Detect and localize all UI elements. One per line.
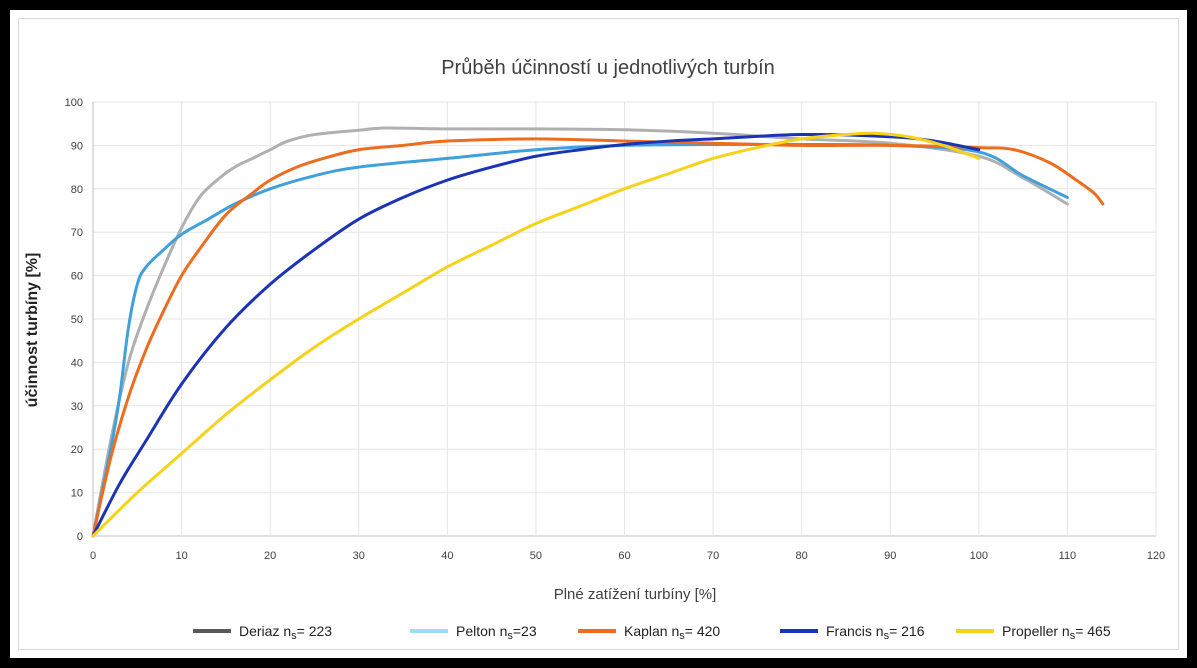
x-tick-labels: 0 10 20 30 40 50 60 70 80 90 100 110 120: [90, 550, 1165, 562]
x-tick-label: 120: [1147, 550, 1165, 562]
series-line-propeller: [91, 131, 981, 538]
chart-title: Průběh účinností u jednotlivých turbín: [441, 57, 775, 79]
series-line-francis: [91, 132, 981, 538]
x-tick-label: 0: [90, 550, 96, 562]
legend-entry-pelton: Pelton ns=23: [456, 623, 537, 642]
legend-entry-propeller: Propeller ns= 465: [1002, 623, 1111, 642]
grid-lines: [92, 101, 1157, 537]
chart-frame: Průběh účinností u jednotlivých turbín 0…: [10, 10, 1187, 658]
y-tick-label: 20: [71, 444, 83, 456]
y-tick-labels: 0 10 20 30 40 50 60 70 80 90 100: [65, 97, 83, 543]
series-lines: [91, 126, 1105, 538]
y-tick-label: 50: [71, 314, 83, 326]
legend-entry-kaplan: Kaplan ns= 420: [624, 623, 720, 642]
y-tick-label: 0: [77, 531, 83, 543]
y-tick-label: 90: [71, 140, 83, 152]
x-tick-label: 110: [1059, 550, 1077, 562]
x-tick-label: 100: [970, 550, 988, 562]
x-axis-title: Plné zatížení turbíny [%]: [554, 586, 717, 603]
x-tick-label: 20: [264, 550, 276, 562]
y-tick-label: 100: [65, 97, 83, 109]
series-line-deriaz: [91, 126, 1069, 538]
x-tick-label: 70: [707, 550, 719, 562]
x-tick-label: 90: [884, 550, 896, 562]
line-chart: Průběh účinností u jednotlivých turbín 0…: [24, 57, 1165, 642]
legend: Deriaz ns= 223 Pelton ns=23 Kaplan ns= 420…: [193, 623, 1111, 642]
y-axis-title: účinnost turbíny [%]: [24, 253, 41, 408]
y-tick-label: 30: [71, 401, 83, 413]
y-tick-label: 80: [71, 184, 83, 196]
y-tick-label: 40: [71, 357, 83, 369]
y-tick-label: 60: [71, 271, 83, 283]
x-tick-label: 80: [796, 550, 808, 562]
y-tick-label: 10: [71, 488, 83, 500]
legend-entry-deriaz: Deriaz ns= 223: [239, 623, 332, 642]
y-tick-label: 70: [71, 227, 83, 239]
x-tick-label: 10: [175, 550, 187, 562]
series-line-kaplan: [91, 137, 1105, 538]
x-tick-label: 60: [618, 550, 630, 562]
x-tick-label: 30: [353, 550, 365, 562]
legend-entry-francis: Francis ns= 216: [826, 623, 925, 642]
x-tick-label: 50: [530, 550, 542, 562]
x-tick-label: 40: [441, 550, 453, 562]
chart-area-border: [18, 18, 1179, 650]
